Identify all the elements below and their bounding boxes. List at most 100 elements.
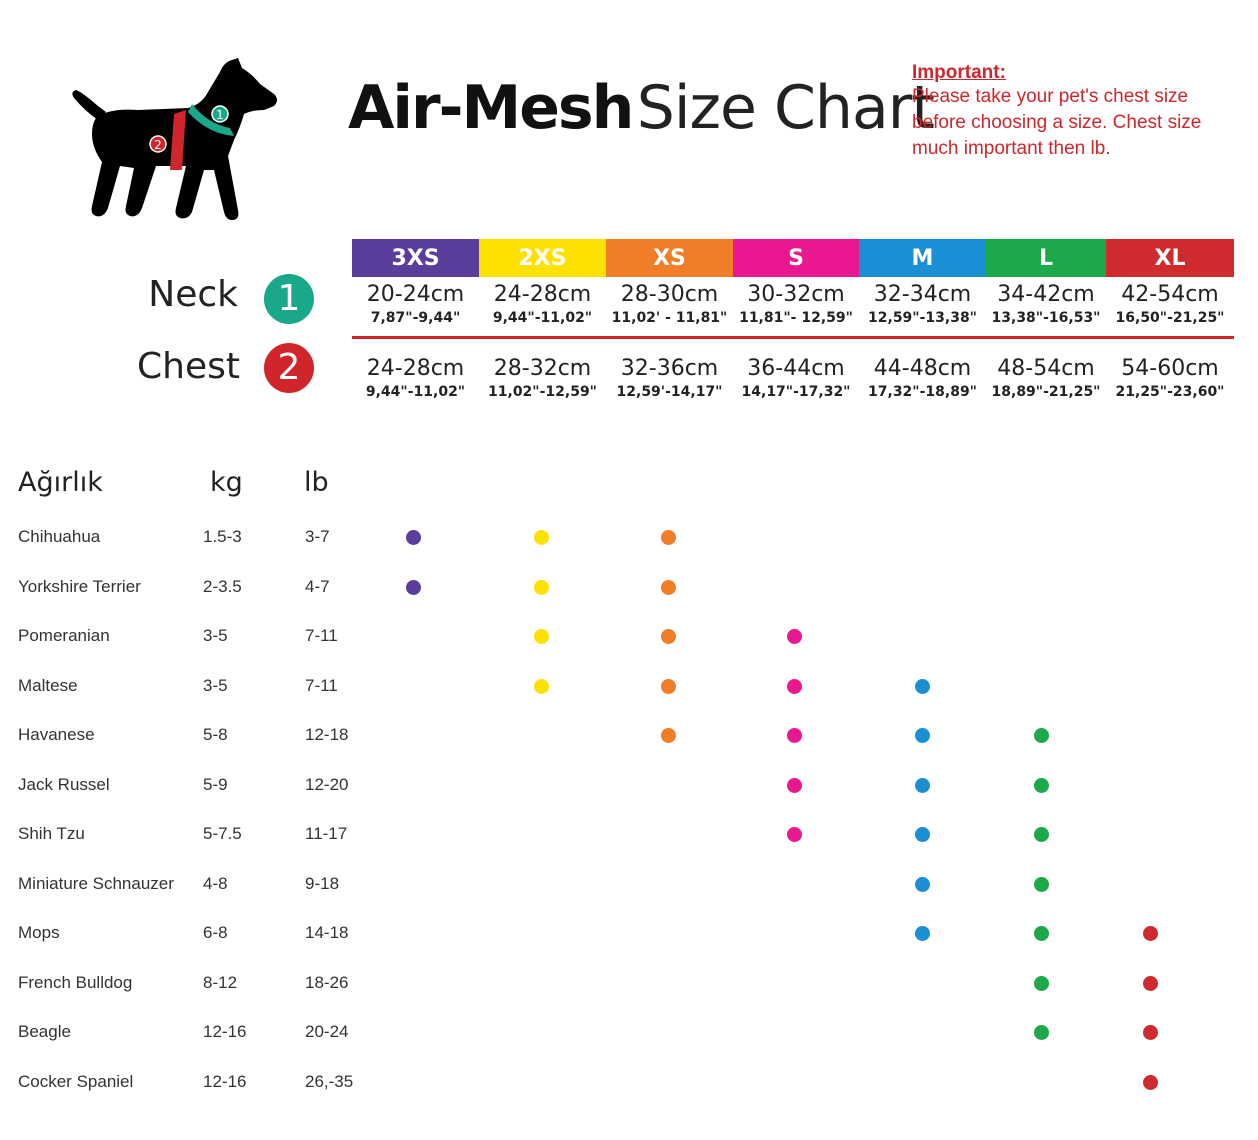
neck-inch-cell: 11,81"- 12,59": [739, 310, 853, 326]
weight-lb: 4-7: [305, 577, 330, 596]
dog-illustration: 1 2: [72, 58, 277, 220]
chest-number-badge: 2: [264, 343, 314, 393]
size-dot-xs: [661, 679, 676, 694]
chest-inch-cell: 9,44"-11,02": [365, 384, 466, 400]
weight-kg: 5-9: [203, 775, 228, 794]
size-dot-m: [915, 877, 930, 892]
neck-label: Neck: [148, 274, 238, 315]
neck-cm-cell: 24-28cm: [493, 282, 592, 307]
weight-lb: 12-20: [305, 775, 349, 794]
breed-name: Yorkshire Terrier: [18, 577, 141, 596]
breed-name: Shih Tzu: [18, 824, 85, 843]
dog-marker-2: 2: [149, 135, 167, 153]
size-dot-xs: [661, 580, 676, 595]
size-dot-2xs: [534, 580, 549, 595]
neck-chest-divider: [352, 336, 1234, 339]
breed-name: Havanese: [18, 725, 95, 744]
neck-band: [188, 104, 234, 136]
size-dot-l: [1034, 728, 1049, 743]
weight-kg: 6-8: [203, 923, 228, 942]
neck-cm-cell: 42-54cm: [1121, 282, 1219, 307]
important-note: Important: Please take your pet's chest …: [912, 62, 1252, 162]
neck-number-badge: 1: [264, 274, 314, 324]
neck-inch-cell: 12,59"-13,38": [868, 310, 977, 326]
kg-column-header: kg: [210, 467, 243, 498]
weight-lb: 20-24: [305, 1022, 349, 1041]
size-dot-2xs: [534, 629, 549, 644]
weight-kg: 4-8: [203, 874, 228, 893]
important-heading: Important:: [912, 62, 1006, 83]
weight-kg: 5-7.5: [203, 824, 242, 843]
weight-lb: 3-7: [305, 527, 330, 546]
important-line-3: much important then lb.: [912, 138, 1111, 159]
size-header-l: L: [986, 239, 1106, 277]
size-dot-s: [787, 827, 802, 842]
size-dot-xl: [1143, 926, 1158, 941]
size-dot-m: [915, 926, 930, 941]
size-dot-m: [915, 778, 930, 793]
neck-inch-cell: 11,02' - 11,81": [611, 310, 728, 326]
neck-inch-cell: 13,38"-16,53": [991, 310, 1101, 326]
chest-cm-cell: 54-60cm: [1121, 356, 1219, 381]
chest-cm-cell: 24-28cm: [366, 356, 465, 381]
size-header-s: S: [733, 239, 859, 277]
size-dot-l: [1034, 1025, 1049, 1040]
size-dot-xs: [661, 530, 676, 545]
page-title: Air-Mesh Size Chart: [348, 78, 935, 138]
neck-cm-cell: 20-24cm: [366, 282, 465, 307]
dog-silhouette: [72, 58, 277, 220]
weight-kg: 5-8: [203, 725, 228, 744]
weight-lb: 11-17: [305, 824, 348, 843]
neck-inch-cell: 9,44"-11,02": [492, 310, 593, 326]
weight-kg: 3-5: [203, 676, 228, 695]
neck-cm-cell: 32-34cm: [873, 282, 972, 307]
chest-inch-cell: 14,17"-17,32": [741, 384, 851, 400]
size-dot-xl: [1143, 1025, 1158, 1040]
chest-band: [170, 110, 186, 170]
chest-cm-cell: 36-44cm: [747, 356, 845, 381]
neck-inch-cell: 7,87"-9,44": [370, 310, 461, 326]
weight-lb: 7-11: [305, 626, 338, 645]
title-light: Size Chart: [636, 73, 935, 143]
weight-kg: 1.5-3: [203, 527, 242, 546]
size-dot-xl: [1143, 976, 1158, 991]
size-dot-2xs: [534, 679, 549, 694]
weight-lb: 14-18: [305, 923, 349, 942]
breed-name: Jack Russel: [18, 775, 110, 794]
chest-cm-cell: 48-54cm: [997, 356, 1095, 381]
size-dot-xs: [661, 728, 676, 743]
size-header-xs: XS: [606, 239, 733, 277]
chest-label: Chest: [137, 346, 240, 387]
weight-lb: 9-18: [305, 874, 340, 893]
breed-name: Pomeranian: [18, 626, 110, 645]
weight-kg: 12-16: [203, 1072, 247, 1091]
size-dot-l: [1034, 976, 1049, 991]
weight-lb: 12-18: [305, 725, 349, 744]
weight-kg: 2-3.5: [203, 577, 242, 596]
chest-cm-cell: 32-36cm: [620, 356, 719, 381]
dog-marker-2-label: 2: [154, 138, 162, 152]
weight-lb: 7-11: [305, 676, 338, 695]
size-dot-2xs: [534, 530, 549, 545]
chest-inch-cell: 17,32"-18,89": [868, 384, 977, 400]
breed-name: French Bulldog: [18, 973, 133, 992]
size-header-2xs: 2XS: [479, 239, 606, 277]
size-dot-m: [915, 679, 930, 694]
chest-inch-cell: 21,25"-23,60": [1115, 384, 1225, 400]
weight-kg: 8-12: [203, 973, 238, 992]
size-dot-m: [915, 827, 930, 842]
title-bold: Air-Mesh: [348, 73, 634, 143]
dog-marker-1-label: 1: [216, 108, 224, 122]
weight-lb: 18-26: [305, 973, 349, 992]
size-dot-3xs: [406, 530, 421, 545]
size-dot-l: [1034, 926, 1049, 941]
size-header-xl: XL: [1106, 239, 1234, 277]
size-dot-l: [1034, 877, 1049, 892]
weight-kg: 12-16: [203, 1022, 247, 1041]
size-dot-xs: [661, 629, 676, 644]
dog-marker-1: 1: [211, 105, 229, 123]
neck-cm-cell: 28-30cm: [620, 282, 719, 307]
chest-inch-cell: 12,59'-14,17": [616, 384, 723, 400]
size-dot-m: [915, 728, 930, 743]
weight-kg: 3-5: [203, 626, 228, 645]
